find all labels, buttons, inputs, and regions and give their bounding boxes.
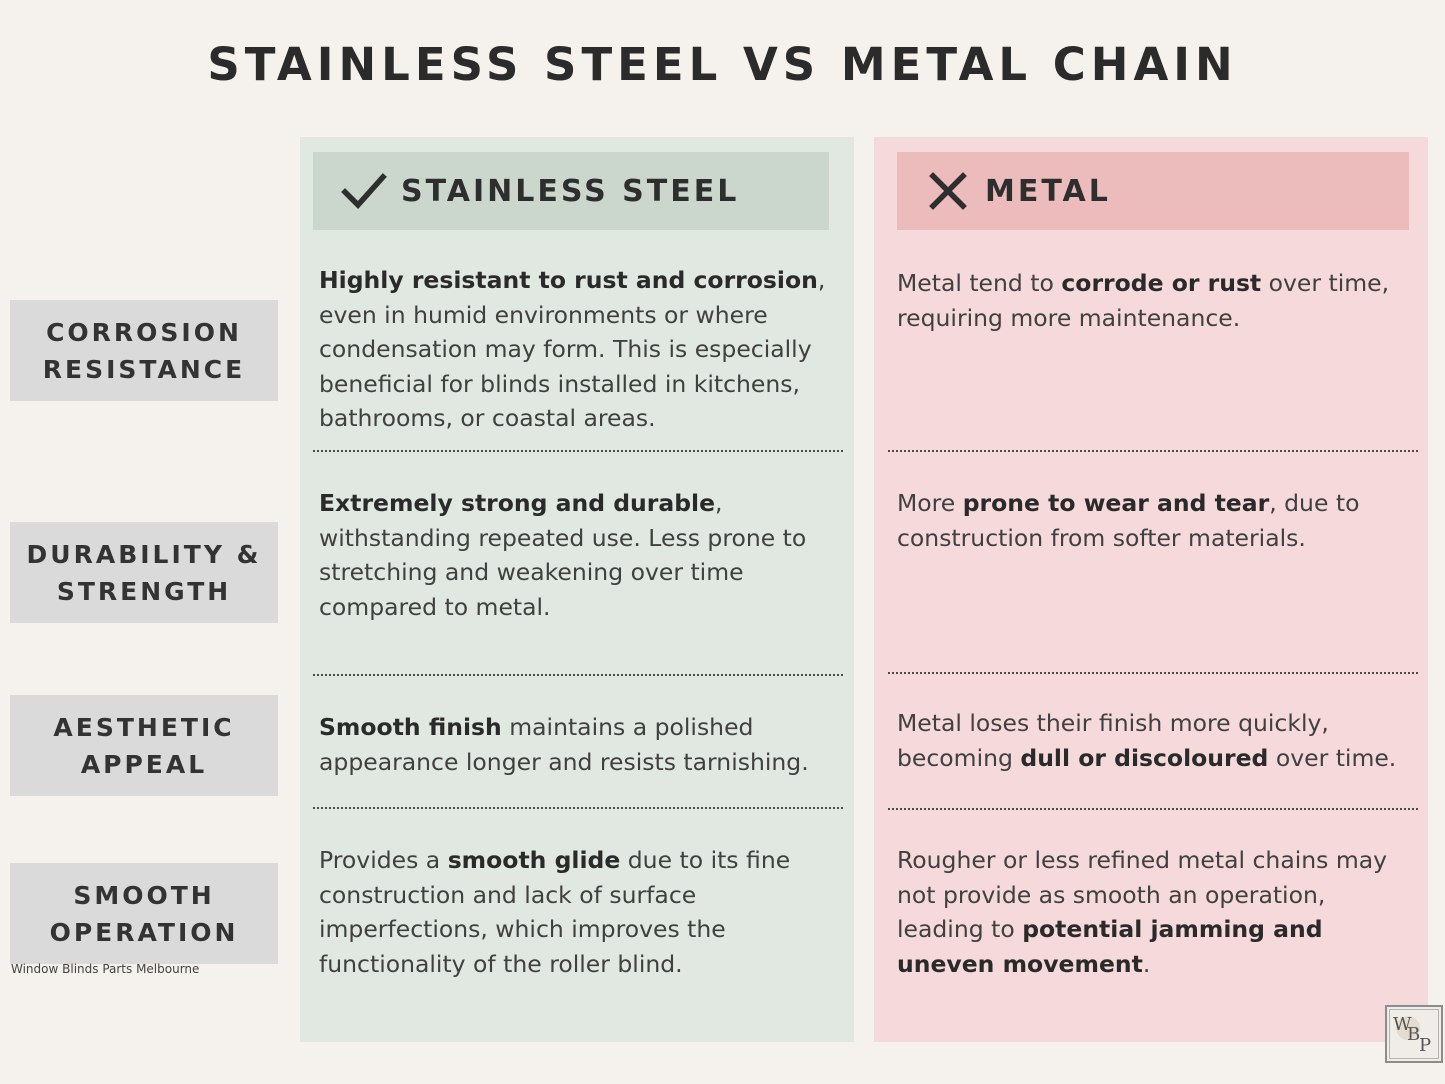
x-icon	[929, 172, 967, 210]
page-title: STAINLESS STEEL VS METAL CHAIN	[207, 38, 1238, 91]
row-label-text: DURABILITY & STRENGTH	[26, 539, 262, 606]
brand-logo: W B P	[1385, 1005, 1443, 1063]
logo-monogram: W B P	[1389, 1009, 1439, 1059]
metal-cell-operation: Rougher or less refined metal chains may…	[897, 846, 1388, 978]
footer-credit: Window Blinds Parts Melbourne	[11, 962, 200, 976]
metal-column: METAL Metal tend to corrode or rust over…	[874, 137, 1428, 1042]
row-label-aesthetic: AESTHETIC APPEAL	[10, 695, 278, 796]
stainless-cell-aesthetic: Smooth finish maintains a polished appea…	[319, 713, 809, 776]
metal-cell-corrosion: Metal tend to corrode or rust over time,…	[897, 269, 1390, 332]
row-divider	[888, 808, 1418, 810]
row-divider	[313, 807, 843, 809]
row-label-text: SMOOTH OPERATION	[49, 880, 239, 947]
row-label-operation: SMOOTH OPERATION	[10, 863, 278, 964]
metal-heading: METAL	[985, 173, 1111, 209]
metal-header: METAL	[897, 152, 1409, 230]
row-label-durability: DURABILITY & STRENGTH	[10, 522, 278, 623]
row-divider	[888, 450, 1418, 452]
row-divider	[313, 674, 843, 676]
check-icon	[341, 173, 387, 210]
row-label-text: CORROSION RESISTANCE	[42, 317, 246, 384]
row-label-corrosion: CORROSION RESISTANCE	[10, 300, 278, 401]
metal-cell-durability: More prone to wear and tear, due to cons…	[897, 489, 1360, 552]
stainless-cell-corrosion: Highly resistant to rust and corrosion, …	[319, 266, 826, 432]
row-divider	[313, 450, 843, 452]
stainless-cell-operation: Provides a smooth glide due to its fine …	[319, 846, 791, 978]
row-label-text: AESTHETIC APPEAL	[53, 712, 235, 779]
stainless-cell-durability: Extremely strong and durable, withstandi…	[319, 489, 807, 621]
row-divider	[888, 672, 1418, 674]
stainless-column: STAINLESS STEEL Highly resistant to rust…	[300, 137, 854, 1042]
stainless-header: STAINLESS STEEL	[313, 152, 829, 230]
stainless-heading: STAINLESS STEEL	[401, 173, 740, 209]
metal-cell-aesthetic: Metal loses their finish more quickly, b…	[897, 709, 1397, 772]
